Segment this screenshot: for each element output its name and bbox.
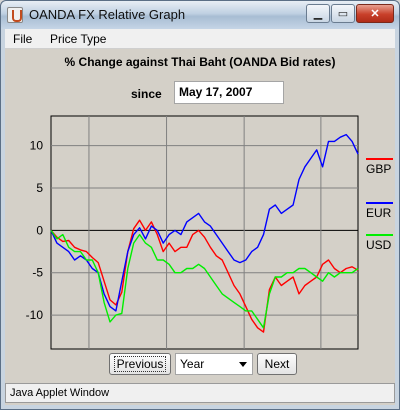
- y-tick-label: -10: [26, 308, 44, 322]
- series-line-eur: [50, 133, 359, 312]
- period-select[interactable]: Year: [175, 353, 253, 375]
- legend-label-usd: USD: [366, 238, 392, 252]
- menu-file[interactable]: File: [13, 32, 33, 46]
- previous-button-label: Previous: [113, 356, 167, 372]
- window-title: OANDA FX Relative Graph: [29, 7, 186, 22]
- minimize-button[interactable]: ▁: [306, 4, 330, 23]
- chart-title: % Change against Thai Baht (OANDA Bid ra…: [64, 55, 336, 69]
- menu-bar: File Price Type: [5, 29, 395, 49]
- client-area: File Price Type % Change against Thai Ba…: [5, 29, 395, 405]
- maximize-icon: ▭: [337, 8, 349, 20]
- y-tick-label: 10: [30, 139, 44, 153]
- y-tick-label: 0: [36, 223, 43, 237]
- legend-label-gbp: GBP: [366, 162, 391, 176]
- maximize-button[interactable]: ▭: [331, 4, 355, 23]
- plot-area: [50, 115, 359, 350]
- next-button-label: Next: [264, 357, 290, 371]
- close-button[interactable]: ✕: [356, 4, 394, 23]
- java-icon: [7, 7, 23, 23]
- status-text: Java Applet Window: [10, 387, 110, 399]
- period-select-value: Year: [180, 357, 205, 371]
- status-bar: Java Applet Window: [5, 383, 395, 403]
- y-tick-label: -5: [32, 266, 43, 280]
- series-line-gbp: [50, 219, 359, 333]
- minimize-icon: ▁: [313, 8, 323, 20]
- title-bar[interactable]: OANDA FX Relative Graph ▁ ▭ ✕: [1, 1, 399, 29]
- y-tick-label: 5: [36, 181, 43, 195]
- since-date-field[interactable]: May 17, 2007: [174, 81, 284, 104]
- menu-price-type[interactable]: Price Type: [50, 32, 107, 46]
- next-button[interactable]: Next: [257, 353, 297, 375]
- legend-label-eur: EUR: [366, 206, 392, 220]
- close-icon: ✕: [370, 8, 380, 20]
- since-label: since: [131, 87, 162, 101]
- series-line-usd: [50, 230, 359, 329]
- dropdown-arrow-icon: [239, 362, 247, 367]
- previous-button[interactable]: Previous: [109, 353, 171, 375]
